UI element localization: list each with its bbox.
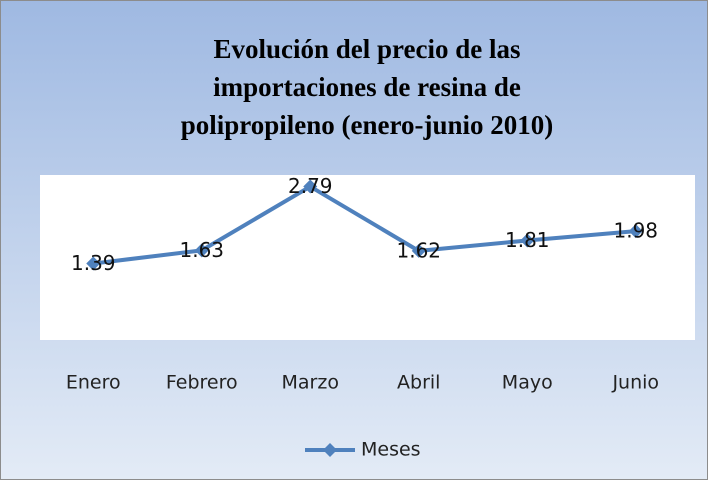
legend-label: Meses [361, 439, 421, 461]
point-marker [520, 233, 535, 248]
point-marker [194, 243, 209, 258]
point-marker [628, 224, 643, 239]
data-label: 1.63 [179, 238, 224, 262]
data-label: 1.81 [505, 228, 550, 252]
series-line [93, 184, 636, 266]
x-tick-label: Enero [66, 372, 121, 394]
data-label: 1.62 [396, 238, 441, 262]
x-tick-label: Abril [397, 372, 440, 394]
point-marker [303, 179, 318, 194]
point-marker [86, 256, 101, 271]
x-tick-label: Febrero [166, 372, 238, 394]
x-tick-label: Mayo [502, 372, 553, 394]
point-marker [411, 243, 426, 258]
data-label: 1.98 [613, 219, 658, 243]
data-label: 2.79 [288, 174, 333, 198]
x-tick-label: Marzo [282, 372, 339, 394]
data-label: 1.39 [71, 251, 116, 275]
x-tick-label: Junio [611, 372, 659, 394]
chart-title: Evolución del precio de las importacione… [180, 34, 554, 140]
legend-marker [323, 443, 337, 457]
